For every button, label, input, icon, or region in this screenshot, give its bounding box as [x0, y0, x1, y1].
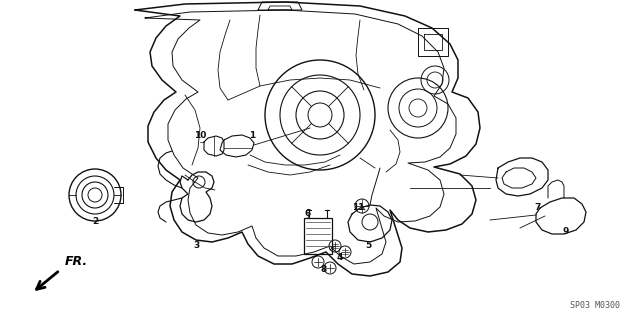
Text: 7: 7	[535, 204, 541, 212]
Text: 3: 3	[193, 241, 199, 250]
Text: FR.: FR.	[65, 255, 88, 268]
Text: 11: 11	[352, 203, 364, 211]
Text: 10: 10	[194, 130, 206, 139]
Text: 4: 4	[337, 253, 343, 262]
Text: 5: 5	[365, 241, 371, 250]
Bar	[304, 218, 332, 254]
Text: 8: 8	[321, 265, 327, 275]
Text: 6: 6	[305, 209, 311, 218]
Text: 2: 2	[92, 218, 98, 226]
Text: SP03 M0300: SP03 M0300	[570, 301, 620, 310]
Text: 9: 9	[563, 227, 569, 236]
Text: 1: 1	[249, 130, 255, 139]
